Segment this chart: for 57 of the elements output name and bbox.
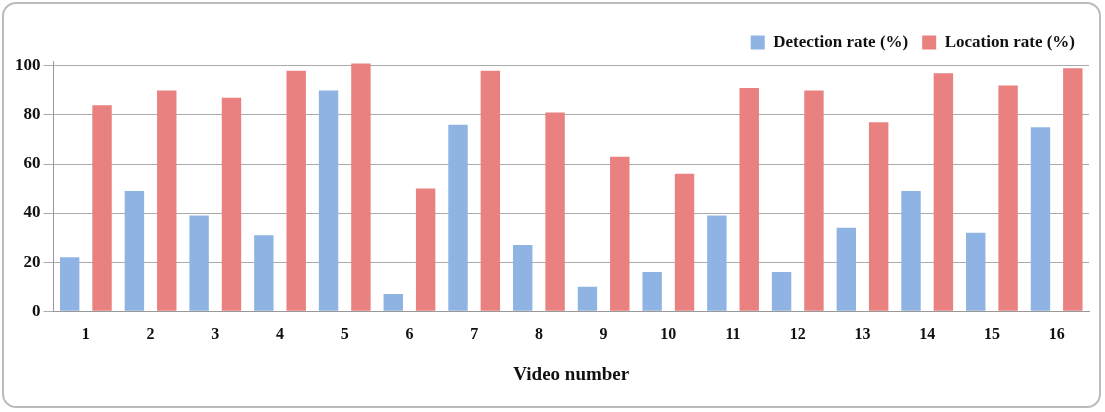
bar	[771, 271, 792, 311]
bar	[59, 257, 80, 311]
x-tick-label: 1	[81, 325, 90, 343]
x-tick-label: 15	[983, 325, 1000, 343]
legend-label: Location rate (%)	[944, 31, 1076, 51]
bar	[966, 232, 986, 311]
x-axis-title: Video number	[513, 362, 630, 384]
x-tick-label: 8	[534, 325, 543, 343]
x-tick-label: 11	[725, 325, 741, 343]
y-tick-label: 80	[23, 104, 41, 124]
bar	[933, 73, 954, 311]
bar	[577, 286, 598, 311]
x-tick-label: 3	[211, 325, 220, 343]
x-tick-label: 14	[919, 325, 936, 343]
x-tick-label: 2	[146, 325, 155, 343]
bar	[286, 70, 306, 311]
bar	[1030, 127, 1051, 311]
x-tick-label: 7	[470, 325, 479, 343]
bar	[448, 124, 468, 311]
x-tick-label: 13	[854, 325, 871, 343]
x-tick-label: 4	[276, 325, 285, 343]
bar	[92, 105, 112, 311]
y-tick-label: 0	[32, 300, 41, 320]
bar	[674, 173, 695, 311]
bar	[383, 294, 403, 311]
bar	[545, 112, 565, 311]
bar	[901, 191, 921, 311]
x-tick-label: 9	[599, 325, 608, 343]
x-tick-label: 5	[340, 325, 349, 343]
legend-label: Detection rate (%)	[773, 31, 909, 51]
bar	[1063, 68, 1083, 311]
y-tick-label: 60	[23, 153, 41, 173]
bar	[221, 97, 242, 311]
bar	[480, 70, 501, 311]
bar	[642, 271, 662, 311]
bar	[804, 90, 824, 311]
y-tick-label: 40	[23, 202, 41, 222]
bar	[610, 156, 630, 311]
bar	[836, 227, 857, 311]
bar	[157, 90, 177, 311]
x-tick-label: 6	[405, 325, 414, 343]
bar	[739, 87, 759, 311]
x-tick-label: 16	[1048, 325, 1065, 343]
bar	[868, 122, 889, 311]
y-tick-label: 20	[23, 251, 41, 271]
x-tick-label: 10	[660, 325, 677, 343]
bar	[415, 188, 436, 311]
x-tick-label: 12	[789, 325, 806, 343]
bar	[351, 63, 371, 311]
bar	[513, 244, 533, 311]
bar	[254, 235, 274, 311]
bar	[189, 215, 209, 311]
bar	[124, 191, 145, 311]
y-tick-label: 100	[15, 55, 41, 75]
bar	[318, 90, 339, 311]
bar	[998, 85, 1018, 311]
bar	[707, 215, 727, 311]
